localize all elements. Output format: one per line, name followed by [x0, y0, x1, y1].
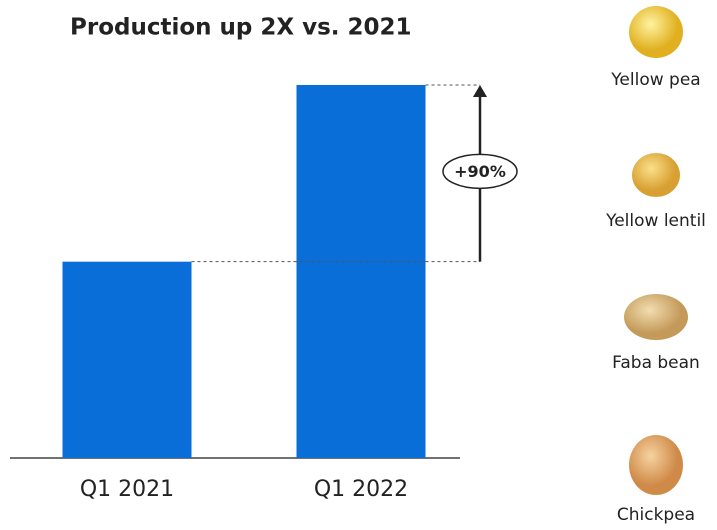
bar	[296, 85, 426, 458]
ingredient-label: Chickpea	[617, 505, 695, 525]
annotation: +90%	[454, 162, 506, 181]
faba-image	[624, 294, 688, 340]
ingredient-label: Faba bean	[612, 353, 700, 373]
annotation-bubble	[442, 153, 518, 190]
bar	[62, 261, 192, 458]
lentil-image	[632, 153, 680, 197]
ingredient-label: Yellow lentil	[605, 211, 706, 231]
chickpea-image	[629, 435, 683, 495]
chart-title: Production up 2X vs. 2021	[70, 15, 412, 41]
x-tick-label: Q1 2022	[314, 477, 408, 502]
x-tick-label: Q1 2021	[80, 477, 174, 502]
pea-image	[629, 6, 683, 58]
ingredient-label: Yellow pea	[610, 70, 700, 90]
arrow-head	[473, 85, 487, 97]
